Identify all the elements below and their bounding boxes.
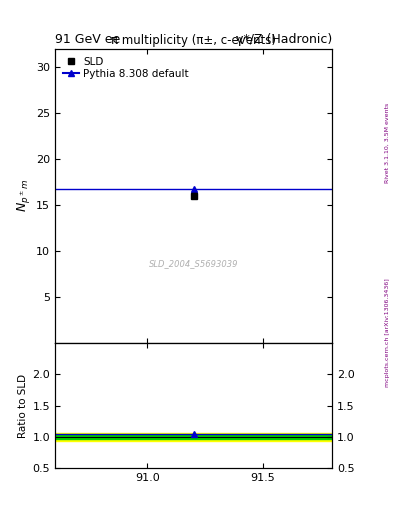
Legend: SLD, Pythia 8.308 default: SLD, Pythia 8.308 default — [60, 54, 192, 82]
Text: 91 GeV ee: 91 GeV ee — [55, 33, 120, 46]
Text: γ*/Z (Hadronic): γ*/Z (Hadronic) — [236, 33, 332, 46]
Title: π multiplicity (π±, c-events): π multiplicity (π±, c-events) — [111, 34, 276, 48]
Text: SLD_2004_S5693039: SLD_2004_S5693039 — [149, 259, 238, 268]
Bar — [55, 433, 332, 441]
Text: mcplots.cern.ch [arXiv:1306.3436]: mcplots.cern.ch [arXiv:1306.3436] — [385, 279, 389, 387]
Text: Rivet 3.1.10, 3.5M events: Rivet 3.1.10, 3.5M events — [385, 103, 389, 183]
Bar — [55, 435, 332, 439]
Y-axis label: Ratio to SLD: Ratio to SLD — [18, 373, 28, 438]
Y-axis label: $N_{p^\pm m}$: $N_{p^\pm m}$ — [15, 179, 32, 212]
